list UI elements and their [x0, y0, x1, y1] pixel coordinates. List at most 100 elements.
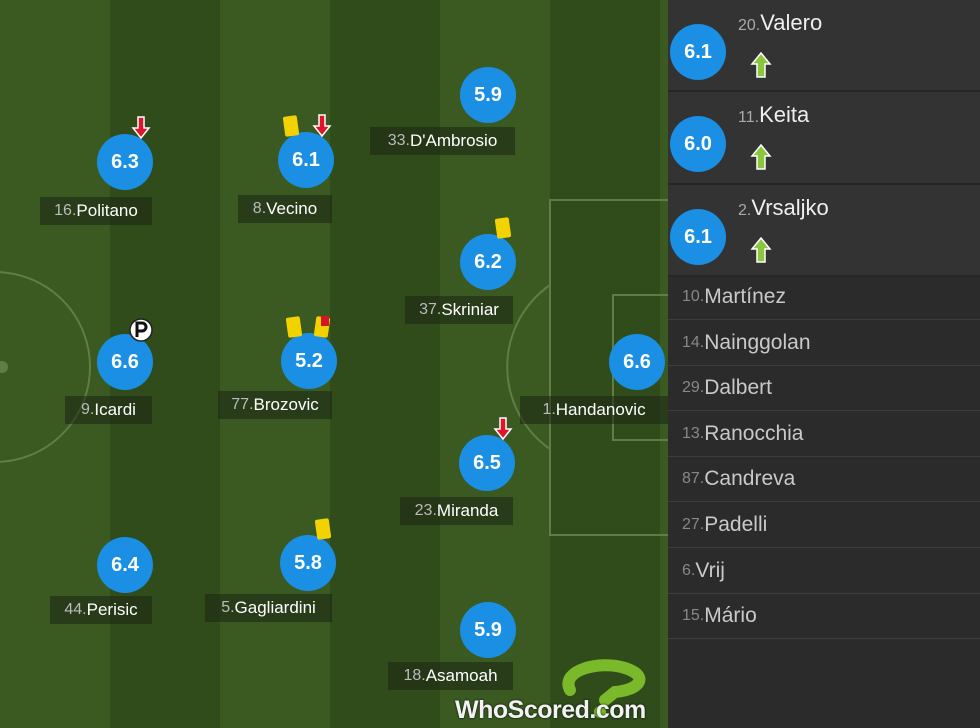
substitute-row: 6.1 20.Valero: [668, 0, 980, 92]
player-rating: 5.9: [460, 67, 516, 123]
player-label: 18. Asamoah: [388, 662, 513, 690]
player-name: Perisic: [86, 600, 138, 619]
unused-row: 6. Vrij: [668, 549, 980, 594]
player-number: 37.: [419, 301, 442, 318]
unused-row: 13. Ranocchia: [668, 412, 980, 457]
player-number: 77.: [231, 396, 254, 413]
player-rating: 6.0: [670, 116, 726, 172]
sub-on-arrow: [750, 236, 772, 265]
sub-on-arrow: [750, 51, 772, 80]
sub-on-arrow-svg: [750, 143, 772, 170]
player-name: Politano: [76, 201, 138, 220]
player-name: Asamoah: [425, 666, 498, 685]
watermark: WhoScored.com: [455, 696, 646, 724]
player-name: Miranda: [436, 501, 499, 520]
player-number: 16.: [54, 202, 77, 219]
player-label: 23. Miranda: [400, 497, 513, 525]
player-rating: 5.9: [460, 602, 516, 658]
player-number: 18.: [403, 667, 426, 684]
substitute-name: 11.Keita: [738, 102, 809, 128]
player-name: Vecino: [266, 199, 318, 218]
player-number: 2.: [738, 202, 752, 219]
player-name: Vrsaljko: [751, 195, 829, 220]
player-name: Valero: [760, 10, 823, 35]
player-name: Gagliardini: [234, 598, 316, 617]
unused-row: 10. Martínez: [668, 275, 980, 320]
player-name: Brozovic: [253, 395, 319, 414]
player-rating: 6.6: [609, 334, 665, 390]
player-label: 16. Politano: [40, 197, 152, 225]
player-rating: 5.8: [280, 535, 336, 591]
player-label: 8. Vecino: [238, 195, 332, 223]
player-number: 33.: [387, 132, 410, 149]
substitute-row: 6.1 2.Vrsaljko: [668, 185, 980, 277]
player-number: 23.: [414, 502, 437, 519]
player-rating: 6.6: [97, 334, 153, 390]
sub-on-arrow-svg: [750, 236, 772, 263]
yellow-card: [314, 518, 332, 540]
player-rating: 5.2: [281, 333, 337, 389]
player-rating: 6.5: [459, 435, 515, 491]
player-number: 13.: [682, 424, 705, 442]
sub-off-arrow-svg: [493, 417, 513, 441]
player-label: 33. D'Ambrosio: [370, 127, 515, 155]
unused-row: 87. Candreva: [668, 457, 980, 503]
unused-row: 15. Mário: [668, 594, 980, 640]
player-label: 9. Icardi: [65, 396, 152, 424]
player-number: 6.: [682, 561, 696, 579]
player-rating: 6.1: [278, 132, 334, 188]
sub-on-arrow: [750, 143, 772, 172]
player-rating: 6.1: [670, 24, 726, 80]
player-number: 10.: [682, 288, 705, 305]
sub-off-arrow: [493, 417, 513, 441]
player-label: 5. Gagliardini: [205, 594, 332, 622]
player-name: Martínez: [704, 285, 786, 308]
player-name: Padelli: [704, 513, 768, 536]
sub-off-arrow: [312, 114, 332, 138]
sub-off-arrow-svg: [312, 114, 332, 138]
sub-off-arrow-svg: [131, 116, 151, 140]
player-number: 14.: [682, 333, 705, 351]
penalty-icon-svg: [129, 318, 153, 342]
substitute-name: 20.Valero: [738, 10, 822, 36]
player-label: 44. Perisic: [50, 596, 152, 624]
substitute-row: 6.0 11.Keita: [668, 92, 980, 185]
player-number: 8.: [252, 200, 267, 217]
player-number: 15.: [682, 607, 705, 625]
player-name: Handanovic: [555, 400, 646, 419]
player-name: Nainggolan: [704, 330, 811, 354]
bench-panel: 6.1 20.Valero 6.0 11.Keita 6.1 2.Vrsaljko 10. M…: [668, 0, 980, 728]
yellow-card: [494, 217, 512, 239]
unused-row: 14. Nainggolan: [668, 321, 980, 366]
logo: [562, 659, 646, 718]
red-card: [321, 316, 329, 326]
player-number: 9.: [81, 401, 95, 418]
player-name: Dalbert: [704, 376, 772, 400]
player-number: 27.: [682, 516, 705, 533]
player-name: Vrij: [695, 558, 725, 582]
pitch-lines: [0, 199, 668, 718]
player-rating: 6.4: [97, 537, 153, 593]
unused-row: 27. Padelli: [668, 503, 980, 548]
player-label: 77. Brozovic: [218, 391, 332, 419]
sub-on-arrow-svg: [750, 51, 772, 78]
player-name: Mário: [704, 604, 757, 628]
player-rating: 6.2: [460, 234, 516, 290]
player-name: Ranocchia: [704, 421, 804, 445]
unused-row: 29. Dalbert: [668, 366, 980, 412]
penalty-icon: [129, 318, 153, 342]
player-label: 1. Handanovic: [520, 396, 668, 424]
yellow-card: [285, 316, 303, 338]
player-name: Candreva: [704, 467, 796, 491]
player-label: 37. Skriniar: [405, 296, 513, 324]
pitch: WhoScored.com 6.3 16. Politano 6.1 8. Vecino 5…: [0, 0, 668, 728]
player-name: D'Ambrosio: [409, 131, 498, 150]
player-rating: 6.1: [670, 209, 726, 265]
player-number: 20.: [738, 17, 761, 34]
player-rating: 6.3: [97, 134, 153, 190]
sub-off-arrow: [131, 116, 151, 140]
player-number: 87.: [682, 470, 705, 488]
player-number: 44.: [64, 601, 87, 618]
player-number: 29.: [682, 379, 705, 397]
